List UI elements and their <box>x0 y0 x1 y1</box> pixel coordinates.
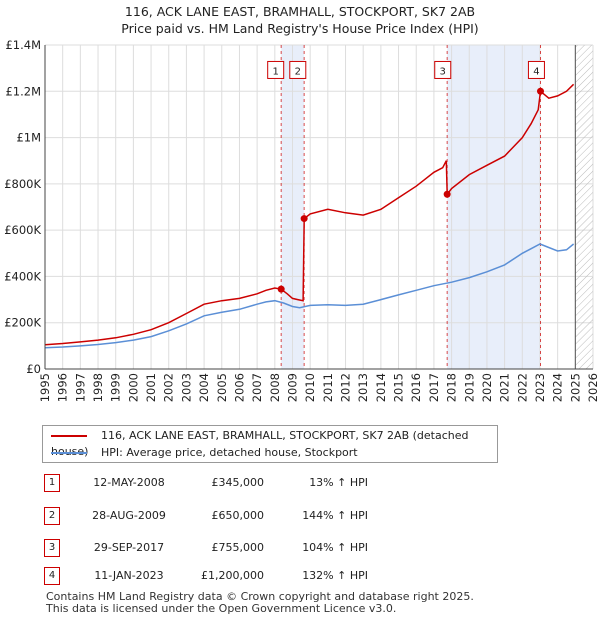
price-paid-line <box>44 83 575 346</box>
chart-legend: 116, ACK LANE EAST, BRAMHALL, STOCKPORT,… <box>42 425 498 463</box>
sale-marker-label: 1 <box>273 66 279 77</box>
x-tick-label: 1995 <box>38 373 52 402</box>
sale-marker-box <box>527 60 545 79</box>
x-tick-label: 2024 <box>551 373 565 402</box>
footer-license: This data is licensed under the Open Gov… <box>46 602 397 615</box>
transaction-number: 4 <box>44 567 60 585</box>
legend-price-label: 116, ACK LANE EAST, BRAMHALL, STOCKPORT,… <box>51 429 469 458</box>
x-tick-label: 2000 <box>126 373 140 402</box>
sale-point <box>443 190 451 198</box>
sale-point <box>277 285 285 293</box>
hpi-line <box>44 243 575 349</box>
x-tick-label: 2018 <box>445 373 459 402</box>
sale-point <box>536 87 544 95</box>
x-tick-label: 2021 <box>498 373 512 402</box>
sale-marker-label: 3 <box>440 66 446 77</box>
x-tick-label: 2020 <box>480 373 494 402</box>
x-tick-label: 2009 <box>285 373 299 402</box>
sale-marker-box <box>267 60 285 79</box>
future-hatch <box>575 45 593 369</box>
x-tick-label: 2003 <box>179 373 193 402</box>
x-tick-label: 2002 <box>162 373 176 402</box>
y-tick-label: £1.4M <box>5 38 41 52</box>
x-tick-label: 2010 <box>303 373 317 402</box>
legend-item-hpi: HPI: Average price, detached house, Stoc… <box>51 445 358 461</box>
x-tick-label: 2008 <box>268 373 282 402</box>
y-tick-label: £200K <box>4 316 41 330</box>
chart-subtitle: Price paid vs. HM Land Registry's House … <box>121 21 479 36</box>
transaction-date: 29-SEP-2017 <box>93 541 165 554</box>
y-tick-label: £400K <box>4 269 41 283</box>
x-tick-label: 1997 <box>73 373 87 402</box>
x-tick-label: 2019 <box>462 373 476 402</box>
transaction-date: 11-JAN-2023 <box>94 569 164 582</box>
transaction-number: 3 <box>44 539 60 557</box>
sale-marker-box <box>289 60 307 79</box>
x-tick-label: 2016 <box>409 373 423 402</box>
x-tick-label: 2007 <box>250 373 264 402</box>
x-tick-label: 2025 <box>568 373 582 402</box>
x-tick-label: 2023 <box>533 373 547 402</box>
x-tick-label: 2014 <box>374 373 388 402</box>
y-tick-label: £800K <box>4 177 41 191</box>
y-tick-label: £0 <box>26 362 41 376</box>
sale-marker-label: 2 <box>295 66 301 77</box>
legend-hpi-swatch <box>51 452 87 454</box>
transaction-hpi: 104% ↑ HPI <box>302 541 368 554</box>
x-tick-label: 2005 <box>215 373 229 402</box>
x-tick-label: 2015 <box>392 373 406 402</box>
transaction-price: £755,000 <box>211 541 265 554</box>
x-tick-label: 1996 <box>56 373 70 402</box>
sale-marker-label: 4 <box>533 66 539 77</box>
x-tick-label: 2022 <box>515 373 529 402</box>
x-tick-label: 2013 <box>356 373 370 402</box>
y-tick-label: £1.2M <box>5 84 41 98</box>
legend-price-swatch <box>51 435 87 437</box>
transaction-date: 28-AUG-2009 <box>92 509 166 522</box>
x-tick-label: 2017 <box>427 373 441 402</box>
transaction-date: 12-MAY-2008 <box>93 476 165 489</box>
x-tick-label: 2006 <box>232 373 246 402</box>
footer-copyright: Contains HM Land Registry data © Crown c… <box>46 590 474 603</box>
x-tick-label: 2011 <box>321 373 335 402</box>
transaction-number: 2 <box>44 507 60 525</box>
x-tick-label: 2001 <box>144 373 158 402</box>
legend-item-price: 116, ACK LANE EAST, BRAMHALL, STOCKPORT,… <box>51 428 497 458</box>
shaded-period <box>447 45 541 369</box>
transaction-hpi: 13% ↑ HPI <box>309 476 368 489</box>
y-tick-label: £600K <box>4 223 41 237</box>
transaction-price: £345,000 <box>211 476 265 489</box>
x-tick-label: 1998 <box>91 373 105 402</box>
price-chart: 1 2 3 4 £0 £200K £400K £600K £800K £1M £1.2M £1.4M… <box>4 38 600 402</box>
x-tick-label: 1999 <box>109 373 123 402</box>
transaction-price: £650,000 <box>211 509 265 522</box>
x-tick-label: 2026 <box>586 373 600 402</box>
transaction-hpi: 132% ↑ HPI <box>302 569 368 582</box>
chart-title: 116, ACK LANE EAST, BRAMHALL, STOCKPORT,… <box>124 4 476 19</box>
sale-point <box>300 215 308 223</box>
transaction-hpi: 144% ↑ HPI <box>302 509 368 522</box>
sale-marker-box <box>434 60 452 79</box>
y-tick-label: £1M <box>16 131 41 145</box>
transaction-number: 1 <box>44 474 60 492</box>
x-tick-label: 2004 <box>197 373 211 402</box>
transaction-price: £1,200,000 <box>201 569 264 582</box>
x-tick-label: 2012 <box>339 373 353 402</box>
legend-hpi-label: HPI: Average price, detached house, Stoc… <box>101 446 358 459</box>
